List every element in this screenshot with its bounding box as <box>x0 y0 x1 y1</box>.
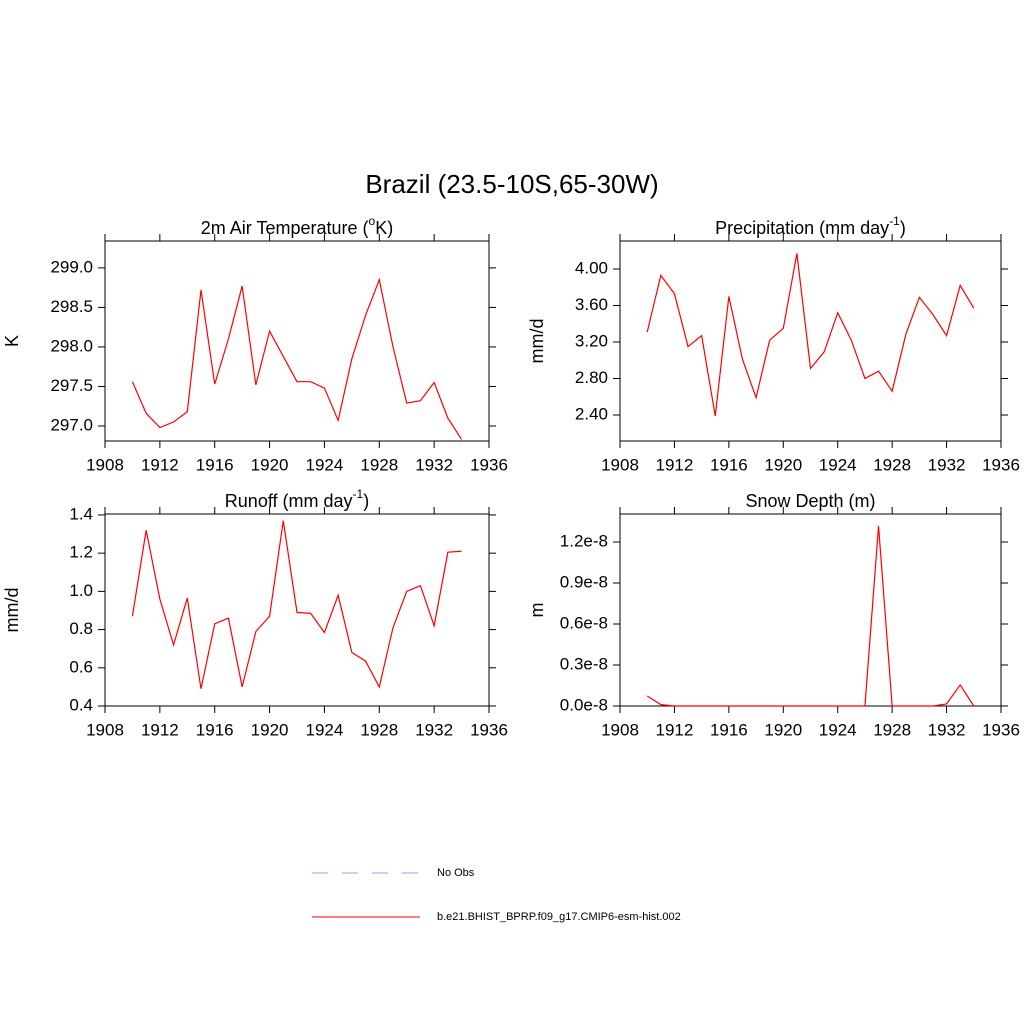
y-tick-label: 298.0 <box>50 336 93 355</box>
y-tick-label: 298.5 <box>50 297 93 316</box>
panel-title: Runoff (mm day-1) <box>225 487 369 511</box>
y-tick-label: 0.6e-8 <box>560 613 608 632</box>
y-tick-label: 0.8 <box>69 619 93 638</box>
x-tick-label: 1908 <box>601 455 639 474</box>
x-tick-label: 1912 <box>656 455 694 474</box>
panel-title: 2m Air Temperature (oK) <box>201 214 393 238</box>
y-tick-label: 0.4 <box>69 695 93 714</box>
legend-label: No Obs <box>437 867 475 879</box>
x-tick-label: 1932 <box>415 455 453 474</box>
y-axis-label: mm/d <box>527 319 547 364</box>
y-tick-label: 297.0 <box>50 415 93 434</box>
title-part: -1 <box>353 487 364 501</box>
x-tick-label: 1928 <box>360 720 398 739</box>
y-tick-label: 0.0e-8 <box>560 695 608 714</box>
x-tick-label: 1924 <box>819 720 857 739</box>
x-tick-label: 1928 <box>873 455 911 474</box>
x-tick-label: 1920 <box>251 455 289 474</box>
plot-frame <box>104 513 490 707</box>
x-tick-label: 1932 <box>928 720 966 739</box>
y-axis-label: mm/d <box>2 588 22 633</box>
x-tick-label: 1920 <box>251 720 289 739</box>
y-tick-label: 1.2e-8 <box>560 531 608 550</box>
x-tick-label: 1916 <box>710 455 748 474</box>
x-tick-label: 1928 <box>360 455 398 474</box>
title-part: Snow Depth (m) <box>745 491 875 511</box>
y-tick-label: 2.40 <box>575 404 608 423</box>
data-line <box>646 253 975 417</box>
y-tick-label: 4.00 <box>575 258 608 277</box>
x-tick-label: 1924 <box>306 455 344 474</box>
data-line <box>131 520 462 689</box>
y-axis-label: m <box>527 603 547 618</box>
x-tick-label: 1920 <box>764 455 802 474</box>
x-tick-label: 1908 <box>601 720 639 739</box>
y-tick-label: 299.0 <box>50 257 93 276</box>
y-tick-label: 3.60 <box>575 295 608 314</box>
x-tick-label: 1912 <box>656 720 694 739</box>
plot-frame <box>104 240 490 442</box>
panel-title: Snow Depth (m) <box>745 491 875 511</box>
y-tick-label: 1.2 <box>69 543 93 562</box>
x-tick-label: 1924 <box>306 720 344 739</box>
y-tick-label: 3.20 <box>575 331 608 350</box>
y-axis-label: K <box>2 335 22 347</box>
y-tick-label: 297.5 <box>50 376 93 395</box>
x-tick-label: 1916 <box>196 455 234 474</box>
x-tick-label: 1932 <box>928 455 966 474</box>
x-tick-label: 1936 <box>982 720 1020 739</box>
legend-label: b.e21.BHIST_BPRP.f09_g17.CMIP6-esm-hist.… <box>437 911 681 923</box>
title-part: 2m Air Temperature ( <box>201 218 369 238</box>
y-tick-label: 0.6 <box>69 657 93 676</box>
y-tick-label: 1.4 <box>69 504 93 523</box>
title-part: Precipitation (mm day <box>715 218 889 238</box>
x-tick-label: 1912 <box>141 720 179 739</box>
main-title: Brazil (23.5-10S,65-30W) <box>365 169 658 199</box>
y-tick-label: 0.9e-8 <box>560 572 608 591</box>
x-tick-label: 1920 <box>764 720 802 739</box>
x-tick-label: 1916 <box>710 720 748 739</box>
x-tick-label: 1908 <box>86 720 124 739</box>
x-tick-label: 1936 <box>470 720 508 739</box>
plot-frame <box>619 240 1002 442</box>
y-tick-label: 0.3e-8 <box>560 654 608 673</box>
x-tick-label: 1932 <box>415 720 453 739</box>
x-tick-label: 1936 <box>470 455 508 474</box>
x-tick-label: 1908 <box>86 455 124 474</box>
title-part: -1 <box>889 214 900 228</box>
title-part: Runoff (mm day <box>225 491 353 511</box>
data-line <box>131 277 463 440</box>
title-part: o <box>369 214 376 228</box>
x-tick-label: 1924 <box>819 455 857 474</box>
data-line <box>646 525 975 707</box>
x-tick-label: 1916 <box>196 720 234 739</box>
panel-title: Precipitation (mm day-1) <box>715 214 906 238</box>
plot-frame <box>619 513 1002 707</box>
title-part: K) <box>375 218 393 238</box>
title-part: ) <box>363 491 369 511</box>
x-tick-label: 1912 <box>141 455 179 474</box>
y-tick-label: 1.0 <box>69 581 93 600</box>
x-tick-label: 1936 <box>982 455 1020 474</box>
title-part: ) <box>900 218 906 238</box>
x-tick-label: 1928 <box>873 720 911 739</box>
y-tick-label: 2.80 <box>575 368 608 387</box>
